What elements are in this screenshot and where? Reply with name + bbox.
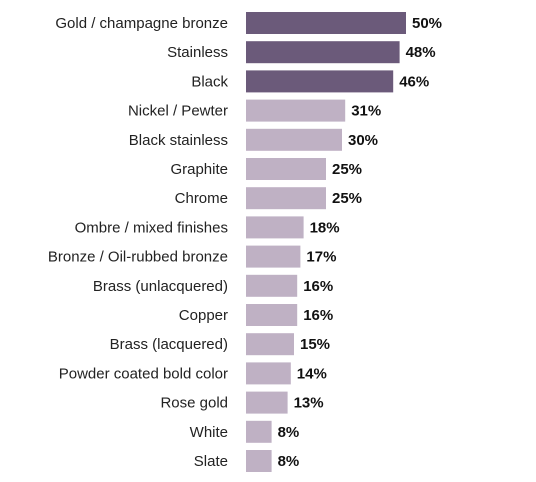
value-label: 30%	[348, 132, 378, 149]
value-label: 50%	[412, 15, 442, 32]
bar	[246, 420, 272, 443]
value-label: 31%	[351, 103, 381, 120]
value-label: 17%	[306, 249, 336, 266]
bar	[246, 99, 346, 122]
value-label: 8%	[278, 453, 300, 470]
category-label: Rose gold	[160, 395, 228, 412]
value-label: 8%	[278, 424, 300, 441]
bar	[246, 333, 294, 356]
category-label: Stainless	[167, 44, 228, 61]
bar	[246, 304, 298, 326]
value-label: 18%	[310, 219, 340, 236]
category-label: Graphite	[170, 161, 228, 178]
category-label: Chrome	[175, 190, 228, 207]
bar	[246, 41, 400, 64]
bar	[246, 128, 342, 151]
category-label: Black	[191, 73, 228, 90]
category-label: Copper	[179, 307, 228, 324]
bar	[246, 391, 288, 414]
bar	[246, 245, 301, 268]
category-label: Ombre / mixed finishes	[75, 219, 228, 236]
value-label: 25%	[332, 161, 362, 178]
bar	[246, 216, 304, 239]
category-label: Brass (lacquered)	[110, 336, 228, 353]
bar	[246, 362, 291, 385]
bar	[246, 70, 394, 93]
value-label: 15%	[300, 336, 330, 353]
category-label: White	[190, 424, 228, 441]
bar	[246, 158, 326, 180]
bar	[246, 187, 326, 210]
category-label: Black stainless	[129, 132, 228, 149]
category-label: Powder coated bold color	[59, 365, 228, 382]
value-label: 16%	[303, 307, 333, 324]
category-label: Nickel / Pewter	[128, 103, 228, 120]
value-label: 46%	[399, 73, 429, 90]
bar	[246, 450, 272, 472]
category-label: Brass (unlacquered)	[93, 278, 228, 295]
category-label: Gold / champagne bronze	[55, 15, 228, 32]
value-label: 13%	[294, 395, 324, 412]
bar	[246, 12, 406, 34]
bar	[246, 274, 298, 297]
category-label: Bronze / Oil-rubbed bronze	[48, 249, 228, 266]
category-label: Slate	[194, 453, 228, 470]
value-label: 48%	[406, 44, 436, 61]
value-label: 25%	[332, 190, 362, 207]
value-label: 16%	[303, 278, 333, 295]
value-label: 14%	[297, 365, 327, 382]
